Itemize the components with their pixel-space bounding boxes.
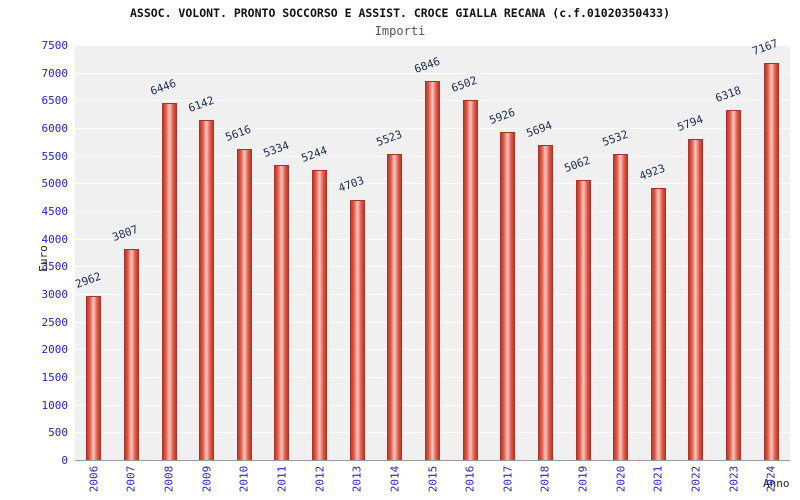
x-tick-label: 2012 [313, 465, 327, 493]
x-tick-label: 2013 [350, 465, 364, 493]
bar [349, 199, 365, 460]
bar [312, 169, 328, 460]
bar-value-label: 5523 [374, 128, 404, 150]
y-tick-label: 1000 [41, 398, 69, 412]
bar-value-label: 5334 [261, 138, 291, 160]
y-tick-label: 6000 [41, 122, 69, 135]
y-tick-label: 1500 [41, 371, 69, 384]
x-tick-label: 2015 [426, 465, 439, 493]
bar [462, 100, 478, 460]
bar-value-label: 5794 [675, 113, 705, 135]
x-tick-label: 2023 [727, 465, 741, 493]
bar [650, 187, 666, 460]
bar [123, 249, 139, 460]
bar [236, 149, 252, 460]
x-tick-label: 2020 [614, 465, 628, 493]
bar-value-label: 4923 [637, 161, 668, 183]
bar-value-label: 5244 [299, 143, 329, 165]
bar [199, 120, 215, 460]
x-tick-label: 2006 [87, 465, 101, 493]
bar-value-label: 6502 [449, 73, 480, 96]
x-tick-label: 2010 [237, 465, 251, 493]
y-tick-label: 2000 [41, 343, 69, 357]
y-tick-label: 3500 [41, 260, 69, 274]
bar [500, 132, 516, 460]
bar [86, 296, 102, 460]
x-tick-label: 2008 [162, 465, 176, 493]
x-tick-label: 2014 [388, 465, 402, 493]
bar-value-label: 5532 [600, 127, 630, 149]
bar-value-label: 5062 [562, 153, 592, 175]
x-tick-label: 2021 [651, 465, 665, 493]
bar [425, 81, 440, 460]
y-tick-label: 5500 [41, 149, 69, 163]
x-tick-label: 2018 [538, 465, 552, 493]
bar-value-label: 5694 [524, 118, 555, 140]
x-tick-label: 2016 [463, 465, 477, 493]
bar-value-label: 6142 [186, 93, 216, 116]
bar-value-label: 6318 [713, 84, 743, 106]
bar-value-label: 4703 [336, 173, 367, 195]
bar [726, 110, 742, 460]
bar-value-label: 6446 [148, 77, 178, 99]
bar-value-label: 3807 [110, 223, 141, 245]
chart-subtitle: Importi [374, 24, 426, 38]
gridline [75, 72, 790, 74]
chart-title: ASSOC. VOLONT. PRONTO SOCCORSO E ASSIST.… [129, 6, 671, 20]
bar [575, 179, 591, 460]
y-tick-label: 2500 [41, 315, 69, 329]
y-tick-label: 7000 [41, 66, 69, 80]
x-tick-label: 2011 [275, 465, 289, 493]
gridline [75, 45, 790, 46]
x-tick-label: 2017 [501, 465, 515, 493]
y-tick-label: 0 [61, 454, 68, 467]
bar [763, 63, 779, 460]
y-tick-label: 500 [48, 426, 68, 440]
x-tick-label: 2022 [689, 465, 703, 493]
bar [161, 103, 177, 460]
y-tick-label: 5000 [41, 177, 69, 191]
x-tick-label: 2009 [200, 465, 214, 493]
x-tick-label: 2019 [576, 465, 590, 493]
y-tick-label: 4500 [41, 205, 69, 218]
x-axis-label: Anno [763, 477, 790, 490]
y-tick-label: 7500 [41, 39, 69, 52]
plot-area: 2962 3807 6446 6142 5616 5334 5244 4703 5523 6846… [73, 37, 790, 461]
bar [613, 153, 629, 460]
x-tick-label: 2007 [124, 465, 138, 493]
bar [274, 164, 290, 460]
bar-value-label: 5616 [223, 122, 254, 145]
y-tick-label: 6500 [41, 94, 69, 108]
bar [537, 144, 553, 460]
bar-value-label: 2962 [73, 269, 103, 292]
bar-value-label: 5926 [487, 105, 517, 128]
bar-value-label: 7167 [750, 37, 781, 59]
bar [387, 154, 403, 460]
y-tick-label: 4000 [41, 232, 69, 246]
y-tick-label: 3000 [41, 288, 69, 301]
bar [688, 139, 704, 460]
